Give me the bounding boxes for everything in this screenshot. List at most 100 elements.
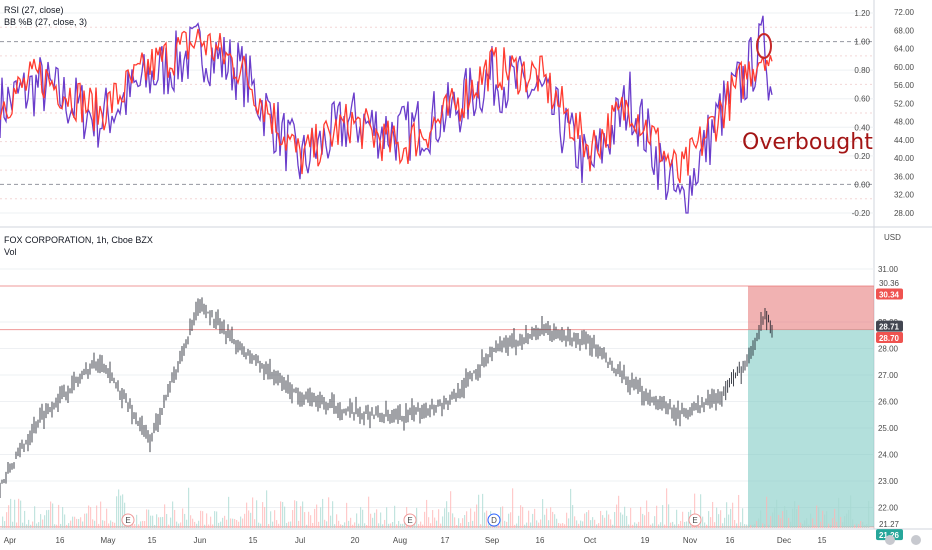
volume-bar bbox=[354, 522, 356, 528]
volume-bar bbox=[506, 521, 508, 528]
volume-bar bbox=[402, 523, 404, 528]
volume-bar bbox=[732, 502, 734, 528]
volume-bar bbox=[44, 515, 46, 528]
volume-bar bbox=[832, 518, 834, 528]
volume-bar bbox=[588, 510, 590, 528]
volume-bar bbox=[536, 520, 538, 528]
volume-bar bbox=[628, 524, 630, 528]
rsi-axis-tick: 36.00 bbox=[894, 172, 915, 181]
volume-bar bbox=[768, 524, 770, 528]
volume-bar bbox=[422, 524, 424, 528]
volume-bar bbox=[550, 507, 552, 528]
scroll-button[interactable] bbox=[885, 535, 895, 545]
volume-bar bbox=[510, 512, 512, 528]
volume-bar bbox=[78, 518, 80, 528]
volume-bar bbox=[824, 514, 826, 528]
volume-bar bbox=[764, 524, 766, 528]
volume-bar bbox=[384, 519, 386, 528]
volume-bar bbox=[228, 496, 230, 528]
volume-bar bbox=[296, 501, 298, 528]
price-tag-box bbox=[876, 331, 903, 343]
volume-bar bbox=[580, 520, 582, 528]
volume-bar bbox=[208, 524, 210, 528]
rsi-axis-tick: 56.00 bbox=[894, 81, 915, 90]
volume-bar bbox=[792, 508, 794, 528]
price-tag-box bbox=[876, 288, 903, 300]
volume-bar bbox=[856, 523, 858, 528]
volume-bar bbox=[30, 524, 32, 528]
volume-bar bbox=[162, 516, 164, 528]
volume-bar bbox=[746, 524, 748, 528]
volume-bar bbox=[716, 507, 718, 528]
volume-bar bbox=[642, 513, 644, 528]
volume-bar bbox=[836, 521, 838, 528]
volume-bar bbox=[432, 510, 434, 528]
volume-bar bbox=[762, 523, 764, 528]
volume-bar bbox=[852, 519, 854, 528]
volume-bar bbox=[314, 508, 316, 528]
volume-bar bbox=[346, 502, 348, 528]
volume-bar bbox=[170, 517, 172, 528]
volume-bar bbox=[164, 504, 166, 528]
volume-bar bbox=[176, 521, 178, 528]
volume-bar bbox=[776, 499, 778, 528]
volume-bar bbox=[608, 514, 610, 528]
bb-line bbox=[0, 15, 773, 214]
volume-bar bbox=[338, 520, 340, 528]
volume-bar bbox=[426, 499, 428, 528]
volume-bar bbox=[272, 521, 274, 528]
volume-bar bbox=[358, 523, 360, 528]
volume-bar bbox=[52, 503, 54, 528]
volume-bar bbox=[108, 523, 110, 528]
volume-bar bbox=[270, 511, 272, 528]
volume-bar bbox=[504, 520, 506, 528]
time-tick: Dec bbox=[777, 536, 791, 545]
volume-bar bbox=[560, 523, 562, 528]
volume-bar bbox=[484, 512, 486, 528]
volume-bar bbox=[864, 524, 866, 528]
volume-bar bbox=[630, 507, 632, 528]
volume-bar bbox=[254, 519, 256, 528]
volume-bar bbox=[710, 517, 712, 528]
volume-bar bbox=[714, 522, 716, 528]
volume-bar bbox=[238, 521, 240, 528]
volume-bar bbox=[192, 518, 194, 528]
settings-button[interactable] bbox=[911, 535, 921, 545]
volume-bar bbox=[268, 523, 270, 528]
volume-bar bbox=[736, 523, 738, 528]
time-tick: 15 bbox=[148, 536, 157, 545]
volume-bar bbox=[860, 521, 862, 528]
volume-bar bbox=[528, 510, 530, 528]
volume-bar bbox=[234, 518, 236, 528]
time-tick: Nov bbox=[683, 536, 697, 545]
volume-bar bbox=[308, 511, 310, 528]
volume-bar bbox=[28, 519, 30, 528]
volume-bar bbox=[840, 516, 842, 528]
volume-bar bbox=[380, 512, 382, 528]
volume-bar bbox=[312, 522, 314, 528]
volume-bar bbox=[444, 508, 446, 528]
volume-bar bbox=[760, 510, 762, 528]
time-tick: Jul bbox=[295, 536, 305, 545]
volume-bar bbox=[748, 524, 750, 528]
volume-bar bbox=[62, 507, 64, 528]
price-tag-label: 30.34 bbox=[879, 290, 900, 299]
volume-bar bbox=[502, 506, 504, 528]
volume-bar bbox=[470, 508, 472, 528]
volume-bar bbox=[796, 509, 798, 528]
rsi-axis-tick: 44.00 bbox=[894, 136, 915, 145]
volume-bar bbox=[662, 505, 664, 528]
volume-bar bbox=[512, 488, 514, 528]
bb-axis-tick: -0.20 bbox=[852, 209, 871, 218]
volume-bar bbox=[116, 496, 118, 528]
volume-bar bbox=[178, 523, 180, 528]
time-tick: Apr bbox=[4, 536, 17, 545]
volume-bar bbox=[574, 516, 576, 528]
volume-bar bbox=[140, 521, 142, 528]
volume-bar bbox=[42, 519, 44, 528]
volume-bar bbox=[418, 524, 420, 528]
volume-bar bbox=[150, 515, 152, 528]
volume-bar bbox=[388, 523, 390, 528]
rsi-axis-tick: 52.00 bbox=[894, 99, 915, 108]
